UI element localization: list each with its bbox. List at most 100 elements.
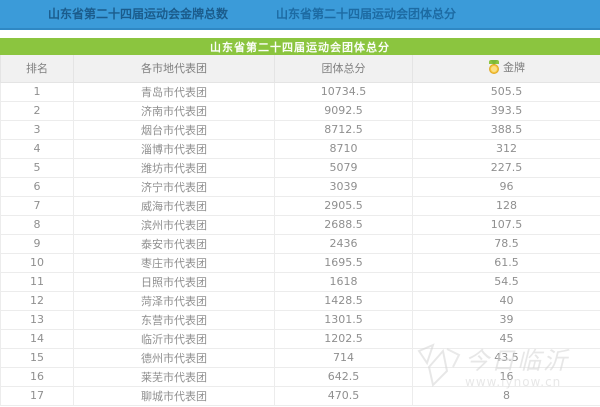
rank-cell: 14: [0, 328, 74, 349]
tab-team-total-score[interactable]: 山东省第二十四届运动会团体总分: [276, 7, 457, 21]
gold-cell: 40: [412, 290, 600, 311]
rank-cell: 13: [0, 309, 74, 330]
rank-cell: 5: [0, 157, 74, 178]
table-row: 5 潍坊市代表团 5079 227.5: [0, 157, 600, 178]
rank-cell: 9: [0, 233, 74, 254]
page-title: 山东省第二十四届运动会团体总分: [210, 40, 390, 54]
points-cell: 1618: [274, 271, 413, 292]
rank-cell: 1: [0, 81, 74, 102]
rank-cell: 10: [0, 252, 74, 273]
results-table: 排名 各市地代表团 团体总分 金牌 1 青岛市代表团 10734.5 505.5 2 济南…: [0, 55, 600, 406]
team-cell: 滨州市代表团: [73, 214, 275, 235]
gold-cell: 128: [412, 195, 600, 216]
table-row: 2 济南市代表团 9092.5 393.5: [0, 100, 600, 121]
gold-cell: 16: [412, 366, 600, 387]
team-cell: 青岛市代表团: [73, 81, 275, 102]
gold-cell: 61.5: [412, 252, 600, 273]
gold-cell: 43.5: [412, 347, 600, 368]
points-cell: 10734.5: [274, 81, 413, 102]
rank-cell: 6: [0, 176, 74, 197]
points-cell: 3039: [274, 176, 413, 197]
gold-cell: 96: [412, 176, 600, 197]
gold-cell: 78.5: [412, 233, 600, 254]
title-banner: 山东省第二十四届运动会团体总分: [0, 38, 600, 55]
points-cell: 642.5: [274, 366, 413, 387]
points-cell: 8712.5: [274, 119, 413, 140]
points-cell: 1428.5: [274, 290, 413, 311]
rank-cell: 3: [0, 119, 74, 140]
points-cell: 2688.5: [274, 214, 413, 235]
team-cell: 枣庄市代表团: [73, 252, 275, 273]
gold-cell: 388.5: [412, 119, 600, 140]
top-tab-bar: 山东省第二十四届运动会金牌总数 山东省第二十四届运动会团体总分: [0, 0, 600, 30]
rank-header: 排名: [0, 55, 74, 83]
points-cell: 2436: [274, 233, 413, 254]
points-cell: 5079: [274, 157, 413, 178]
points-cell: 9092.5: [274, 100, 413, 121]
rank-cell: 4: [0, 138, 74, 159]
table-row: 11 日照市代表团 1618 54.5: [0, 271, 600, 292]
gold-cell: 8: [412, 385, 600, 406]
team-cell: 聊城市代表团: [73, 385, 275, 406]
table-row: 1 青岛市代表团 10734.5 505.5: [0, 81, 600, 102]
gold-medal-icon: [488, 59, 500, 75]
rank-cell: 2: [0, 100, 74, 121]
table-row: 12 菏泽市代表团 1428.5 40: [0, 290, 600, 311]
points-cell: 1695.5: [274, 252, 413, 273]
rank-cell: 7: [0, 195, 74, 216]
rank-cell: 15: [0, 347, 74, 368]
gold-cell: 54.5: [412, 271, 600, 292]
table-row: 10 枣庄市代表团 1695.5 61.5: [0, 252, 600, 273]
table-row: 9 泰安市代表团 2436 78.5: [0, 233, 600, 254]
table-row: 17 聊城市代表团 470.5 8: [0, 385, 600, 406]
team-cell: 烟台市代表团: [73, 119, 275, 140]
team-cell: 德州市代表团: [73, 347, 275, 368]
gold-header: 金牌: [412, 55, 600, 83]
points-cell: 1202.5: [274, 328, 413, 349]
table-row: 16 莱芜市代表团 642.5 16: [0, 366, 600, 387]
table-row: 8 滨州市代表团 2688.5 107.5: [0, 214, 600, 235]
team-cell: 淄博市代表团: [73, 138, 275, 159]
team-cell: 日照市代表团: [73, 271, 275, 292]
gold-header-label: 金牌: [503, 61, 525, 74]
points-cell: 1301.5: [274, 309, 413, 330]
team-cell: 莱芜市代表团: [73, 366, 275, 387]
rank-cell: 11: [0, 271, 74, 292]
gold-cell: 39: [412, 309, 600, 330]
points-cell: 2905.5: [274, 195, 413, 216]
gold-cell: 45: [412, 328, 600, 349]
team-cell: 潍坊市代表团: [73, 157, 275, 178]
points-cell: 8710: [274, 138, 413, 159]
table-row: 4 淄博市代表团 8710 312: [0, 138, 600, 159]
team-cell: 临沂市代表团: [73, 328, 275, 349]
rank-cell: 16: [0, 366, 74, 387]
points-cell: 714: [274, 347, 413, 368]
gold-cell: 107.5: [412, 214, 600, 235]
spacer: [0, 30, 600, 38]
rank-cell: 8: [0, 214, 74, 235]
team-cell: 威海市代表团: [73, 195, 275, 216]
team-cell: 菏泽市代表团: [73, 290, 275, 311]
gold-cell: 505.5: [412, 81, 600, 102]
table-row: 13 东营市代表团 1301.5 39: [0, 309, 600, 330]
rank-cell: 12: [0, 290, 74, 311]
table-row: 6 济宁市代表团 3039 96: [0, 176, 600, 197]
gold-cell: 227.5: [412, 157, 600, 178]
table-header-row: 排名 各市地代表团 团体总分 金牌: [0, 55, 600, 83]
rank-cell: 17: [0, 385, 74, 406]
points-cell: 470.5: [274, 385, 413, 406]
team-header: 各市地代表团: [73, 55, 275, 83]
team-cell: 济南市代表团: [73, 100, 275, 121]
team-cell: 东营市代表团: [73, 309, 275, 330]
table-row: 14 临沂市代表团 1202.5 45: [0, 328, 600, 349]
gold-cell: 393.5: [412, 100, 600, 121]
table-row: 15 德州市代表团 714 43.5: [0, 347, 600, 368]
table-row: 3 烟台市代表团 8712.5 388.5: [0, 119, 600, 140]
team-cell: 泰安市代表团: [73, 233, 275, 254]
table-body: 1 青岛市代表团 10734.5 505.5 2 济南市代表团 9092.5 393.5 3 烟台…: [0, 81, 600, 406]
tab-gold-medal-total[interactable]: 山东省第二十四届运动会金牌总数: [48, 7, 229, 21]
team-cell: 济宁市代表团: [73, 176, 275, 197]
points-header: 团体总分: [274, 55, 413, 83]
gold-cell: 312: [412, 138, 600, 159]
